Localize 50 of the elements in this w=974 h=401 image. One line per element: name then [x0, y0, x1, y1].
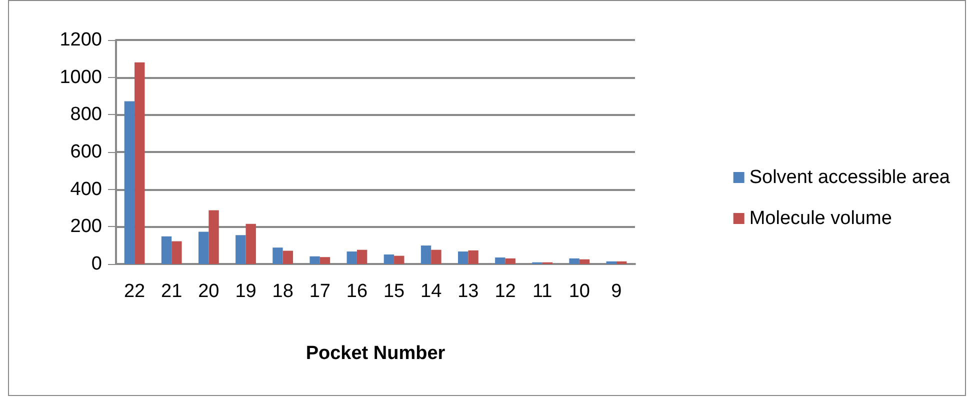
x-tick-label: 15	[383, 281, 405, 302]
bar	[172, 241, 182, 264]
bar	[431, 250, 442, 264]
bar	[420, 246, 432, 264]
bar	[394, 256, 404, 264]
x-tick-label: 18	[272, 281, 294, 302]
bar	[495, 257, 506, 264]
bar	[458, 251, 468, 264]
x-tick-label: 12	[494, 281, 516, 302]
y-tick-label: 1000	[60, 66, 102, 88]
bar	[468, 250, 478, 264]
y-tick-label: 800	[70, 104, 102, 126]
y-tick-label: 200	[70, 216, 102, 238]
x-tick-label: 20	[198, 281, 220, 302]
x-tick-label: 19	[235, 281, 256, 302]
bar	[134, 62, 145, 264]
legend-label: Solvent accessible area	[749, 167, 950, 188]
x-tick-label: 13	[458, 281, 479, 302]
x-tick-label: 16	[346, 281, 368, 302]
bar	[161, 236, 172, 264]
bar	[579, 259, 590, 264]
x-tick-label: 21	[161, 281, 182, 302]
bar	[616, 261, 627, 264]
bar	[505, 258, 516, 264]
bar	[569, 258, 580, 264]
x-tick-label: 17	[309, 281, 330, 302]
bar	[208, 210, 219, 264]
y-tick-label: 400	[70, 178, 102, 200]
bar	[606, 261, 616, 264]
bar	[198, 232, 209, 264]
legend-label: Molecule volume	[749, 208, 892, 229]
bar	[310, 256, 320, 264]
bar	[282, 250, 294, 264]
bar	[124, 101, 135, 264]
y-tick-label: 0	[91, 254, 102, 274]
y-tick-label: 1200	[60, 30, 102, 50]
x-axis-title: Pocket Number	[306, 343, 446, 364]
x-tick-label: 10	[568, 281, 590, 302]
x-tick-label: 11	[532, 281, 552, 302]
x-tick-label: 9	[611, 281, 622, 302]
bar	[246, 224, 256, 264]
bar	[384, 254, 394, 264]
x-tick-label: 14	[420, 281, 442, 302]
bar	[346, 251, 357, 264]
bar	[320, 257, 330, 264]
bar	[236, 235, 246, 264]
y-tick-label: 600	[70, 142, 102, 162]
bar	[272, 248, 283, 264]
bar	[356, 250, 368, 264]
x-tick-label: 22	[124, 281, 146, 302]
